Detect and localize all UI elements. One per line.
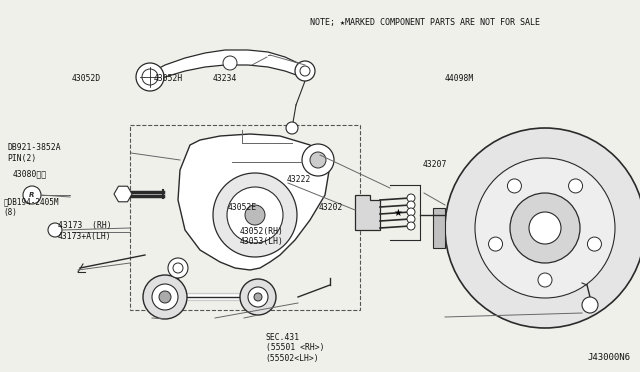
Polygon shape (152, 50, 302, 82)
Text: 43052E: 43052E (227, 203, 257, 212)
Bar (433, 208, 445, 248)
Text: 43052H: 43052H (154, 74, 183, 83)
Text: 43173  (RH)
43173+A(LH): 43173 (RH) 43173+A(LH) (58, 221, 111, 241)
Text: 43202: 43202 (319, 203, 343, 212)
Circle shape (488, 237, 502, 251)
Circle shape (248, 287, 268, 307)
Circle shape (295, 61, 315, 81)
Circle shape (582, 297, 598, 313)
Text: R: R (29, 192, 35, 198)
Circle shape (245, 205, 265, 225)
Text: NOTE; ★MARKED COMPONENT PARTS ARE NOT FOR SALE: NOTE; ★MARKED COMPONENT PARTS ARE NOT FO… (310, 18, 540, 27)
Circle shape (173, 263, 183, 273)
Circle shape (254, 293, 262, 301)
Text: SEC.431
(55501 <RH>)
(55502<LH>): SEC.431 (55501 <RH>) (55502<LH>) (266, 333, 324, 363)
Polygon shape (114, 186, 132, 202)
Circle shape (143, 275, 187, 319)
Circle shape (142, 69, 158, 85)
Circle shape (508, 179, 522, 193)
Circle shape (302, 144, 334, 176)
Circle shape (48, 223, 62, 237)
Text: ★: ★ (394, 208, 403, 218)
Circle shape (445, 128, 640, 328)
Text: DB921-3852A
PIN(2): DB921-3852A PIN(2) (8, 143, 61, 163)
Text: 43207: 43207 (422, 160, 447, 169)
Circle shape (23, 186, 41, 204)
Text: ⓇDB194-2405M
(8): ⓇDB194-2405M (8) (3, 197, 59, 217)
Bar (130, 125, 360, 310)
Text: 44098M: 44098M (445, 74, 474, 83)
Circle shape (159, 291, 171, 303)
Circle shape (510, 193, 580, 263)
Circle shape (568, 179, 582, 193)
Circle shape (538, 273, 552, 287)
Circle shape (407, 194, 415, 202)
Circle shape (136, 63, 164, 91)
Circle shape (213, 173, 297, 257)
Circle shape (407, 208, 415, 216)
Polygon shape (355, 195, 380, 230)
Circle shape (588, 237, 602, 251)
Text: 43080ⅡⅡ: 43080ⅡⅡ (13, 169, 47, 178)
Polygon shape (178, 134, 330, 270)
Circle shape (168, 258, 188, 278)
Circle shape (475, 158, 615, 298)
Circle shape (152, 284, 178, 310)
Text: 43052D: 43052D (72, 74, 101, 83)
Circle shape (300, 66, 310, 76)
Circle shape (286, 122, 298, 134)
Circle shape (227, 187, 283, 243)
Circle shape (240, 279, 276, 315)
Circle shape (529, 212, 561, 244)
Circle shape (310, 152, 326, 168)
Circle shape (407, 215, 415, 223)
Circle shape (407, 201, 415, 209)
Text: 43222: 43222 (287, 175, 311, 184)
Text: 43234: 43234 (213, 74, 237, 83)
Text: J43000N6: J43000N6 (587, 353, 630, 362)
Circle shape (223, 56, 237, 70)
Circle shape (407, 222, 415, 230)
Text: 43052(RH)
43053(LH): 43052(RH) 43053(LH) (240, 227, 284, 246)
